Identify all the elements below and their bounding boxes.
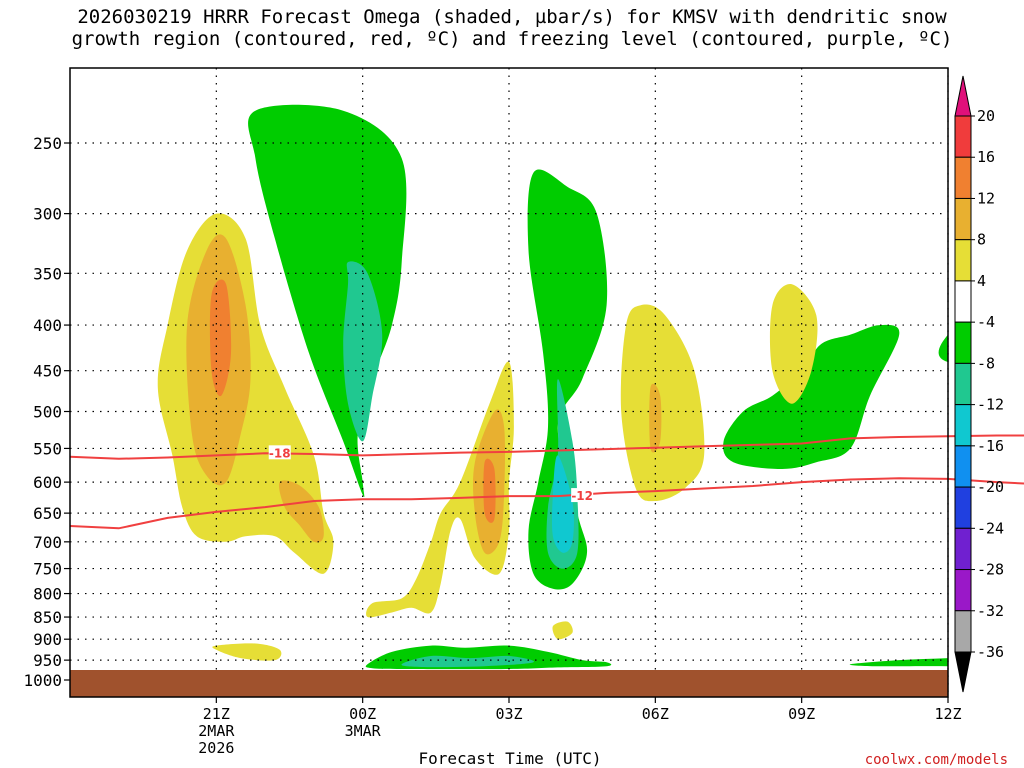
colorbar-segment-8 bbox=[954, 445, 972, 488]
ytick-label-500: 500 bbox=[33, 403, 62, 422]
colorbar-segment-0 bbox=[954, 115, 972, 158]
chart-title: 2026030219 HRRR Forecast Omega (shaded, … bbox=[0, 6, 1024, 50]
colorbar-label-7: -12 bbox=[977, 396, 1004, 414]
xtick-sub1-21Z: 2MAR bbox=[198, 722, 235, 740]
chart-title-line1: 2026030219 HRRR Forecast Omega (shaded, … bbox=[77, 6, 947, 28]
contour-label-bg-1 bbox=[571, 488, 594, 503]
ytick-label-750: 750 bbox=[33, 560, 62, 579]
ytick-label-700: 700 bbox=[33, 533, 62, 552]
omega-region-21 bbox=[212, 643, 282, 661]
ytick-label-600: 600 bbox=[33, 473, 62, 492]
omega-region-7 bbox=[723, 324, 900, 469]
ground-surface bbox=[70, 670, 948, 697]
xtick-label-12Z: 12Z bbox=[934, 705, 961, 723]
ytick-label-250: 250 bbox=[33, 134, 62, 153]
credit-text: coolwx.com/models bbox=[865, 752, 1008, 768]
omega-region-13 bbox=[278, 480, 324, 543]
colorbar-segment-10 bbox=[954, 527, 972, 571]
ytick-label-950: 950 bbox=[33, 651, 62, 670]
colorbar-segment-11 bbox=[954, 569, 972, 612]
xtick-label-06Z: 06Z bbox=[642, 705, 669, 723]
xtick-label-21Z: 21Z bbox=[203, 705, 230, 723]
colorbar-segment-12 bbox=[954, 610, 972, 653]
omega-shading bbox=[157, 104, 948, 670]
omega-region-14 bbox=[366, 361, 514, 618]
colorbar-label-1: 16 bbox=[977, 148, 995, 166]
contour-label-1: -12 bbox=[571, 489, 593, 503]
colorbar-top-arrow bbox=[954, 75, 972, 117]
omega-region-8 bbox=[938, 334, 948, 362]
omega-region-1 bbox=[343, 261, 383, 442]
omega-region-17 bbox=[620, 304, 705, 502]
colorbar-label-4: 4 bbox=[977, 272, 986, 290]
colorbar-segment-5 bbox=[954, 321, 972, 364]
colorbar-bottom-arrow bbox=[954, 651, 972, 693]
omega-region-0 bbox=[248, 104, 407, 498]
ytick-label-1000: 1000 bbox=[23, 671, 62, 690]
contour-label-0: -18 bbox=[269, 446, 291, 460]
xtick-label-09Z: 09Z bbox=[788, 705, 815, 723]
omega-region-19 bbox=[769, 284, 818, 404]
colorbar-segment-7 bbox=[954, 404, 972, 447]
colorbar-label-8: -16 bbox=[977, 437, 1004, 455]
colorbar-segment-9 bbox=[954, 486, 972, 529]
ytick-label-800: 800 bbox=[33, 585, 62, 604]
ytick-label-850: 850 bbox=[33, 608, 62, 627]
ytick-label-350: 350 bbox=[33, 264, 62, 283]
colorbar-segment-3 bbox=[954, 239, 972, 282]
x-axis-label: Forecast Time (UTC) bbox=[418, 749, 601, 768]
xtick-sub2-21Z: 2026 bbox=[198, 739, 234, 757]
temp-contour-1 bbox=[69, 477, 1024, 530]
omega-region-4 bbox=[551, 455, 574, 553]
xtick-label-03Z: 03Z bbox=[495, 705, 522, 723]
colorbar-label-6: -8 bbox=[977, 354, 995, 372]
colorbar-label-11: -28 bbox=[977, 561, 1004, 579]
omega-region-6 bbox=[401, 655, 534, 668]
omega-region-16 bbox=[483, 458, 496, 523]
ytick-label-550: 550 bbox=[33, 439, 62, 458]
omega-region-2 bbox=[527, 169, 608, 590]
colorbar-label-5: -4 bbox=[977, 313, 995, 331]
omega-region-18 bbox=[649, 383, 662, 453]
colorbar-label-13: -36 bbox=[977, 643, 1004, 661]
omega-region-9 bbox=[849, 658, 948, 667]
ytick-label-650: 650 bbox=[33, 504, 62, 523]
colorbar-segment-1 bbox=[954, 156, 972, 199]
colorbar-label-9: -20 bbox=[977, 478, 1004, 496]
colorbar-label-2: 12 bbox=[977, 189, 995, 207]
xtick-sub1-00Z: 3MAR bbox=[345, 722, 382, 740]
colorbar-label-10: -24 bbox=[977, 519, 1004, 537]
ytick-label-300: 300 bbox=[33, 205, 62, 224]
chart-title-line2: growth region (contoured, red, ºC) and f… bbox=[71, 28, 953, 50]
colorbar-segment-4 bbox=[954, 280, 972, 323]
ytick-label-450: 450 bbox=[33, 362, 62, 381]
ytick-label-400: 400 bbox=[33, 316, 62, 335]
colorbar-label-0: 20 bbox=[977, 107, 995, 125]
colorbar-label-3: 8 bbox=[977, 231, 986, 249]
colorbar-segment-6 bbox=[954, 362, 972, 406]
contour-label-bg-0 bbox=[268, 445, 291, 460]
colorbar-segment-2 bbox=[954, 197, 972, 241]
colorbar-label-12: -32 bbox=[977, 602, 1004, 620]
omega-region-12 bbox=[209, 279, 232, 397]
ytick-label-900: 900 bbox=[33, 630, 62, 649]
xtick-label-00Z: 00Z bbox=[349, 705, 376, 723]
omega-region-20 bbox=[552, 621, 573, 640]
temp-contour-0 bbox=[69, 434, 1024, 460]
